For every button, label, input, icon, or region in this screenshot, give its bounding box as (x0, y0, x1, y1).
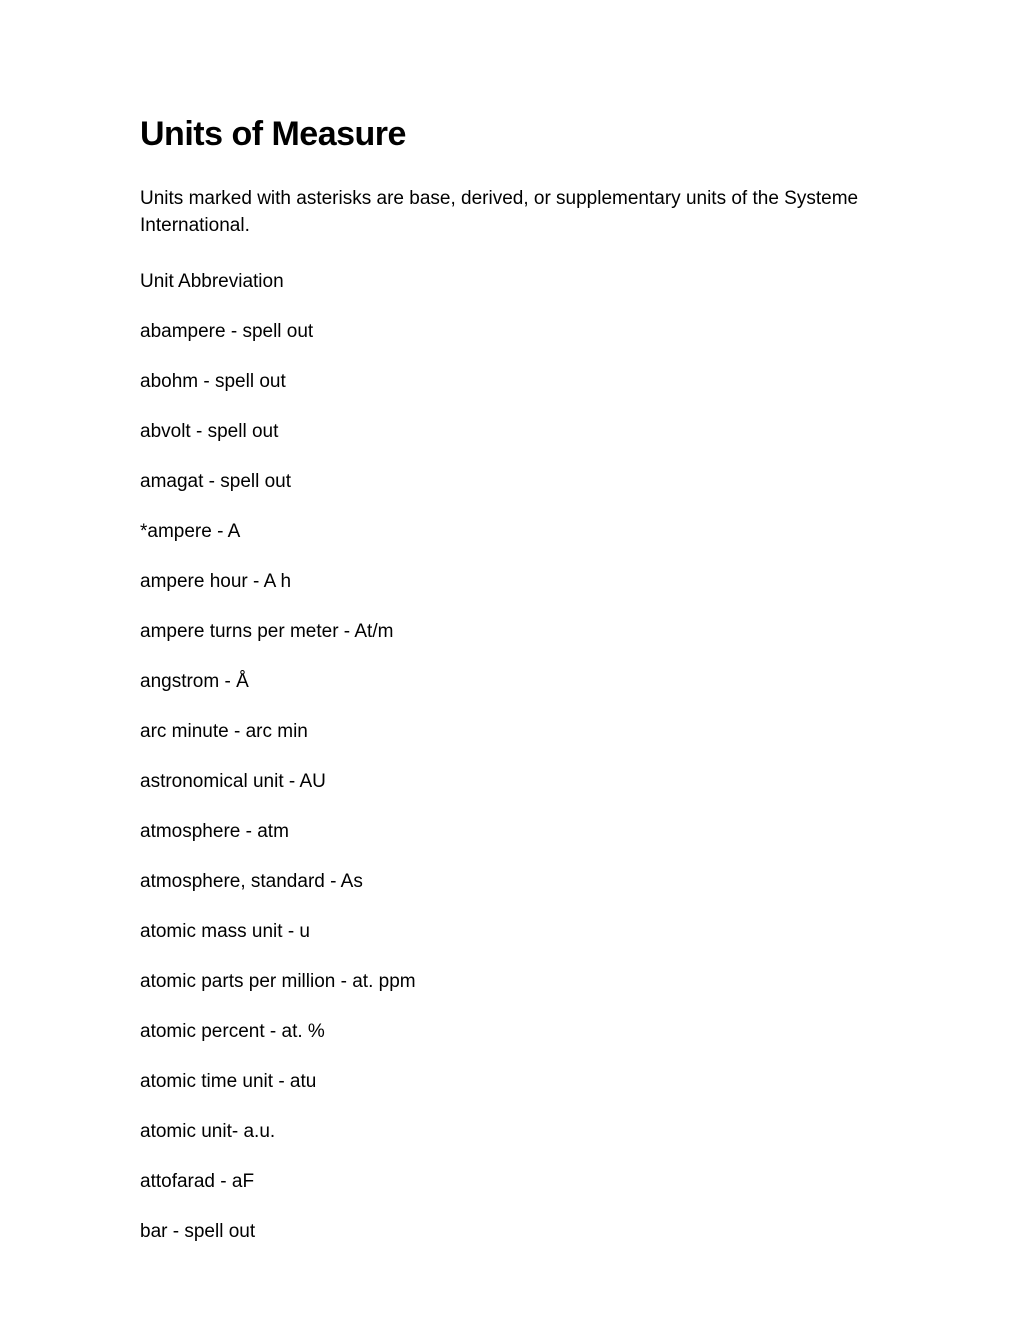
unit-row: atmosphere, standard - As (140, 871, 880, 893)
unit-row: abohm - spell out (140, 371, 880, 393)
unit-row: atomic parts per million - at. ppm (140, 971, 880, 993)
unit-row: angstrom - Å (140, 671, 880, 693)
unit-row: atmosphere - atm (140, 821, 880, 843)
unit-row: abampere - spell out (140, 321, 880, 343)
unit-row: amagat - spell out (140, 471, 880, 493)
unit-row: atomic mass unit - u (140, 921, 880, 943)
units-list: abampere - spell out abohm - spell out abv… (140, 321, 880, 1243)
unit-row: *ampere - A (140, 521, 880, 543)
unit-row: ampere turns per meter - At/m (140, 621, 880, 643)
unit-row: attofarad - aF (140, 1171, 880, 1193)
unit-row: atomic time unit - atu (140, 1071, 880, 1093)
unit-row: atomic percent - at. % (140, 1021, 880, 1043)
intro-paragraph: Units marked with asterisks are base, de… (140, 186, 860, 239)
page-title: Units of Measure (140, 115, 880, 154)
section-header: Unit Abbreviation (140, 271, 880, 293)
unit-row: atomic unit- a.u. (140, 1121, 880, 1143)
unit-row: astronomical unit - AU (140, 771, 880, 793)
unit-row: abvolt - spell out (140, 421, 880, 443)
unit-row: arc minute - arc min (140, 721, 880, 743)
unit-row: bar - spell out (140, 1221, 880, 1243)
unit-row: ampere hour - A h (140, 571, 880, 593)
